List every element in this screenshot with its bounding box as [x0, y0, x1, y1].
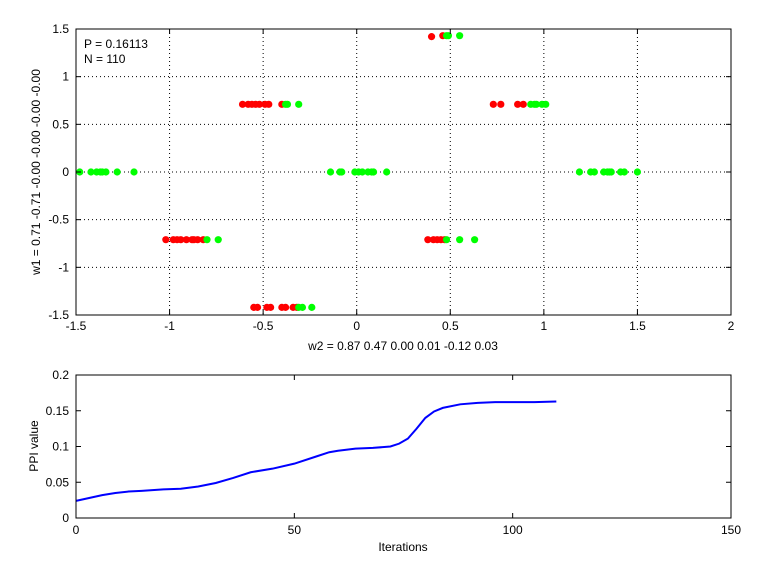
y-tick-label: 0.05	[46, 475, 70, 489]
scatter-point	[295, 100, 303, 108]
scatter-point	[87, 168, 95, 176]
scatter-point	[358, 168, 366, 176]
scatter-point	[607, 168, 615, 176]
scatter-x-label: w2 = 0.87 0.47 0.00 0.01 -0.12 0.03	[307, 339, 498, 353]
annotation-n: N = 110	[84, 52, 126, 66]
x-tick-label: 100	[503, 523, 523, 537]
scatter-point	[326, 168, 335, 176]
scatter-point	[575, 168, 584, 176]
scatter-plot: -1.5 -1 -0.5 0 0.5 1 1.5 2 -1.5 -1 -0.5 0 0.5 1 1.5 P …	[29, 22, 735, 353]
scatter-point	[203, 236, 211, 244]
scatter-point	[253, 303, 262, 311]
scatter-point	[620, 168, 628, 176]
scatter-point	[471, 236, 479, 244]
scatter-point	[590, 168, 598, 176]
x-tick-label: -1	[164, 319, 175, 333]
scatter-point	[113, 168, 121, 176]
scatter-point	[308, 303, 316, 311]
scatter-ticks: -1.5 -1 -0.5 0 0.5 1 1.5 2 -1.5 -1 -0.5 0 0.5 1 1.5	[48, 22, 734, 333]
scatter-point	[182, 236, 191, 244]
x-tick-label: 1	[541, 319, 548, 333]
scatter-point	[633, 168, 642, 176]
x-tick-label: 0.5	[442, 319, 459, 333]
scatter-y-label: w1 = 0.71 -0.71 -0.00 -0.00 -0.00 -0.00	[29, 69, 43, 276]
y-tick-label: -1.5	[48, 308, 69, 322]
ppi-line-plot: 0 50 100 150 0 0.05 0.1 0.15 0.2 Iterations PPI …	[27, 368, 741, 554]
line-plot-area	[76, 375, 731, 518]
scatter-point	[497, 100, 505, 108]
scatter-point	[424, 236, 432, 244]
scatter-point	[162, 236, 170, 244]
scatter-point	[177, 236, 185, 244]
scatter-point	[456, 32, 464, 40]
y-tick-label: 0.15	[46, 404, 70, 418]
scatter-point	[267, 303, 275, 311]
scatter-point	[532, 100, 540, 108]
scatter-point	[283, 100, 292, 108]
scatter-point	[214, 236, 222, 244]
scatter-point	[282, 303, 290, 311]
y-tick-label: 0	[62, 511, 69, 525]
scatter-point	[338, 168, 346, 176]
scatter-point	[255, 100, 263, 108]
x-tick-label: 1.5	[629, 319, 646, 333]
x-tick-label: 0	[73, 523, 80, 537]
scatter-point	[130, 168, 138, 176]
scatter-point	[542, 100, 550, 108]
scatter-point	[238, 100, 247, 108]
x-tick-label: 0	[353, 319, 360, 333]
scatter-point	[427, 33, 436, 41]
y-tick-label: 0.2	[52, 368, 69, 382]
x-tick-label: 2	[728, 319, 735, 333]
scatter-point	[514, 100, 522, 108]
scatter-point	[444, 32, 453, 40]
scatter-point	[442, 236, 451, 244]
y-tick-label: 0.1	[52, 440, 69, 454]
x-tick-label: 50	[288, 523, 302, 537]
scatter-point	[456, 236, 464, 244]
scatter-point	[265, 100, 273, 108]
line-y-label: PPI value	[27, 420, 41, 472]
y-tick-label: 1.5	[52, 22, 69, 36]
x-tick-label: 150	[721, 523, 741, 537]
y-tick-label: -0.5	[48, 213, 69, 227]
scatter-point	[383, 168, 391, 176]
x-tick-label: -1.5	[66, 319, 87, 333]
y-tick-label: 0.5	[52, 117, 69, 131]
scatter-point	[298, 303, 307, 311]
y-tick-label: 0	[62, 165, 69, 179]
scatter-point	[369, 168, 378, 176]
line-x-label: Iterations	[378, 540, 427, 554]
scatter-point	[489, 100, 497, 108]
scatter-point	[519, 100, 527, 108]
scatter-points	[76, 32, 642, 311]
scatter-point	[194, 236, 202, 244]
ppi-series-line	[75, 400, 557, 502]
annotation-p: P = 0.16113	[84, 37, 148, 51]
x-tick-label: -0.5	[253, 319, 274, 333]
y-tick-label: -1	[58, 260, 69, 274]
line-ticks: 0 50 100 150 0 0.05 0.1 0.15 0.2	[46, 368, 742, 537]
scatter-point	[102, 168, 110, 176]
y-tick-label: 1	[62, 70, 69, 84]
